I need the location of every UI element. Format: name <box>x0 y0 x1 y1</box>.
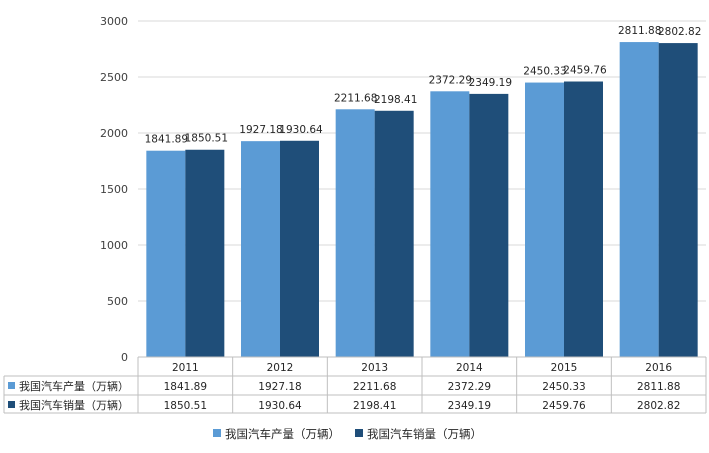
bar-sales-2012 <box>280 140 319 357</box>
bar-production-2014 <box>430 91 470 357</box>
table-cell-sales-2014: 2349.19 <box>448 400 491 412</box>
legend-key-production <box>213 429 221 437</box>
table-cell-sales-2011: 1850.51 <box>164 400 207 412</box>
table-legend-key-production <box>8 382 15 389</box>
data-label-sales-2012: 1930.64 <box>279 124 323 136</box>
data-label-production-2013: 2211.68 <box>334 92 377 104</box>
data-label-production-2014: 2372.29 <box>429 74 472 86</box>
table-cell-production-2014: 2372.29 <box>448 381 491 393</box>
x-tick-label-2014: 2014 <box>456 362 483 374</box>
x-tick-label-2013: 2013 <box>361 362 388 374</box>
data-table: 2011 2012 2013 2014 2015 2016 我国汽车产量（万辆） 1841.8… <box>3 356 707 414</box>
y-tick-label-2500: 2500 <box>100 71 128 84</box>
legend-label-production: 我国汽车产量（万辆） <box>225 427 340 441</box>
y-tick-label-500: 500 <box>107 295 128 308</box>
legend: 我国汽车产量（万辆） 我国汽车销量（万辆） <box>213 427 482 441</box>
legend-key-sales <box>355 429 363 437</box>
data-label-production-2012: 1927.18 <box>239 124 282 136</box>
x-tick-label-2015: 2015 <box>551 362 578 374</box>
x-tick-label-2012: 2012 <box>267 362 294 374</box>
bar-production-2016 <box>619 42 659 358</box>
table-cell-production-2013: 2211.68 <box>353 381 396 393</box>
table-cell-sales-2015: 2459.76 <box>542 400 586 412</box>
bar-sales-2015 <box>564 81 603 357</box>
data-label-sales-2014: 2349.19 <box>469 77 512 89</box>
table-cell-production-2016: 2811.88 <box>637 381 680 393</box>
data-label-sales-2015: 2459.76 <box>563 65 607 77</box>
y-tick-label-0: 0 <box>121 351 128 364</box>
legend-label-sales: 我国汽车销量（万辆） <box>367 427 482 441</box>
data-label-sales-2016: 2802.82 <box>658 26 701 38</box>
bar-production-2015 <box>525 82 564 357</box>
table-cell-sales-2013: 2198.41 <box>353 400 396 412</box>
table-cell-production-2012: 1927.18 <box>258 381 301 393</box>
data-label-production-2011: 1841.89 <box>145 134 188 146</box>
y-tick-label-1500: 1500 <box>100 183 128 196</box>
table-row-label-sales: 我国汽车销量（万辆） <box>19 398 129 412</box>
gridlines <box>138 20 706 358</box>
table-cell-sales-2012: 1930.64 <box>258 400 302 412</box>
data-label-sales-2013: 2198.41 <box>374 94 417 106</box>
x-tick-label-2016: 2016 <box>645 362 672 374</box>
bar-production-2012 <box>241 141 280 357</box>
table-legend-key-sales <box>8 401 15 408</box>
bar-sales-2014 <box>469 93 509 357</box>
data-label-production-2015: 2450.33 <box>523 66 566 78</box>
bar-sales-2011 <box>185 149 225 357</box>
table-row-label-production: 我国汽车产量（万辆） <box>19 379 129 393</box>
y-tick-label-3000: 3000 <box>100 15 128 28</box>
bar-sales-2016 <box>658 43 698 357</box>
data-label-production-2016: 2811.88 <box>618 25 661 37</box>
table-cell-sales-2016: 2802.82 <box>637 400 680 412</box>
y-tick-label-1000: 1000 <box>100 239 128 252</box>
data-label-sales-2011: 1850.51 <box>185 133 228 145</box>
table-cell-production-2015: 2450.33 <box>542 381 585 393</box>
bar-sales-2013 <box>374 110 414 358</box>
bar-production-2011 <box>146 150 186 357</box>
y-axis: 0 500 1000 1500 2000 2500 3000 <box>100 15 128 364</box>
bars <box>146 42 698 358</box>
bar-production-2013 <box>335 109 375 357</box>
x-tick-label-2011: 2011 <box>172 362 199 374</box>
y-tick-label-2000: 2000 <box>100 127 128 140</box>
data-labels: 1841.89 1927.18 2211.68 2372.29 2450.33 2811.… <box>145 25 702 146</box>
table-cell-production-2011: 1841.89 <box>164 381 207 393</box>
